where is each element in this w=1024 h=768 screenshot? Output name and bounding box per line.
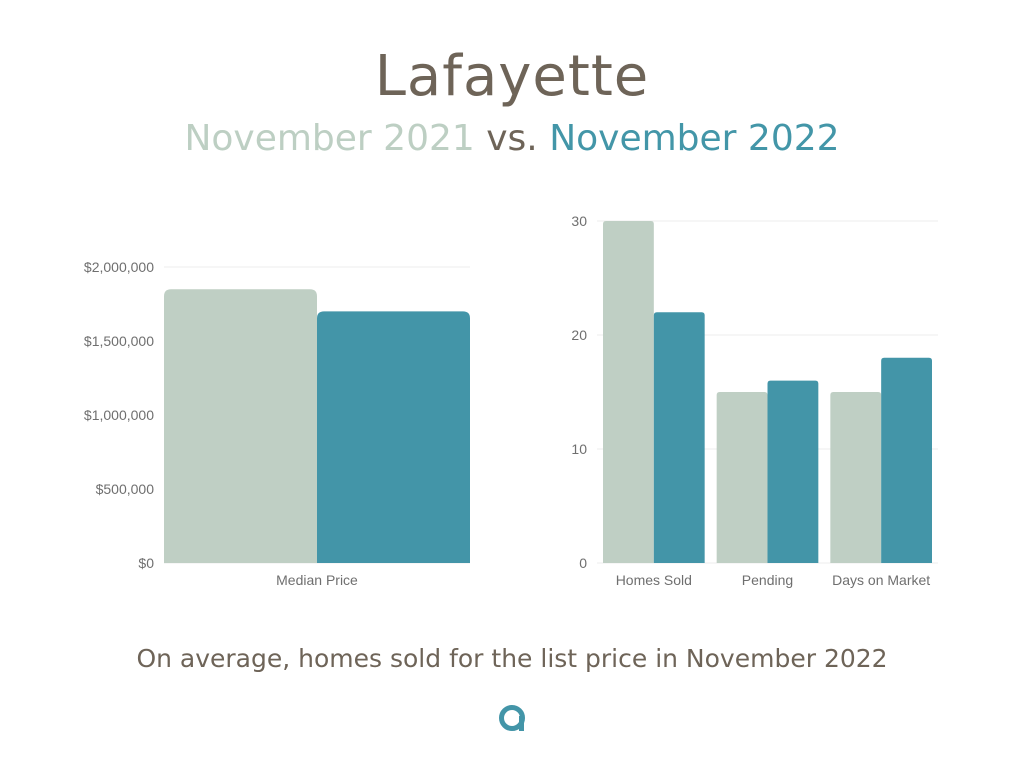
page-title: Lafayette: [374, 44, 650, 109]
bar-curr: [881, 357, 932, 563]
bar-prev: [164, 289, 317, 563]
y-tick-label: 30: [571, 213, 587, 229]
y-tick-label: $500,000: [96, 481, 155, 497]
y-tick-label: $1,000,000: [84, 407, 154, 423]
bar-prev: [603, 221, 654, 563]
y-tick-label: $1,500,000: [84, 333, 154, 349]
x-category-label: Days on Market: [832, 572, 930, 588]
x-category-label: Pending: [742, 572, 793, 588]
y-tick-label: $0: [138, 555, 154, 571]
y-tick-label: 0: [579, 555, 587, 571]
x-category-label: Median Price: [276, 572, 358, 588]
y-tick-label: 10: [571, 441, 587, 457]
period-prev-label: November 2021: [184, 118, 475, 159]
median-price-chart: $0 $500,000 $1,000,000 $1,500,000 $2,000,000…: [84, 259, 470, 588]
y-tick-label: $2,000,000: [84, 259, 154, 275]
period-curr-label: November 2022: [549, 118, 840, 159]
footnote: On average, homes sold for the list pric…: [136, 644, 888, 673]
bar-prev: [716, 392, 768, 563]
brand-a-icon: [499, 705, 525, 731]
bar-prev: [830, 392, 882, 563]
x-category-label: Homes Sold: [616, 572, 692, 588]
market-activity-chart: 0 10 20 30 Homes Sold Pending Days on Market: [571, 213, 938, 588]
bar-curr: [317, 311, 470, 563]
page-subtitle: November 2021 vs. November 2022: [0, 118, 1024, 159]
bar-curr: [653, 312, 705, 563]
y-tick-label: 20: [571, 327, 587, 343]
vs-label: vs.: [486, 118, 538, 159]
bar-curr: [767, 380, 819, 563]
